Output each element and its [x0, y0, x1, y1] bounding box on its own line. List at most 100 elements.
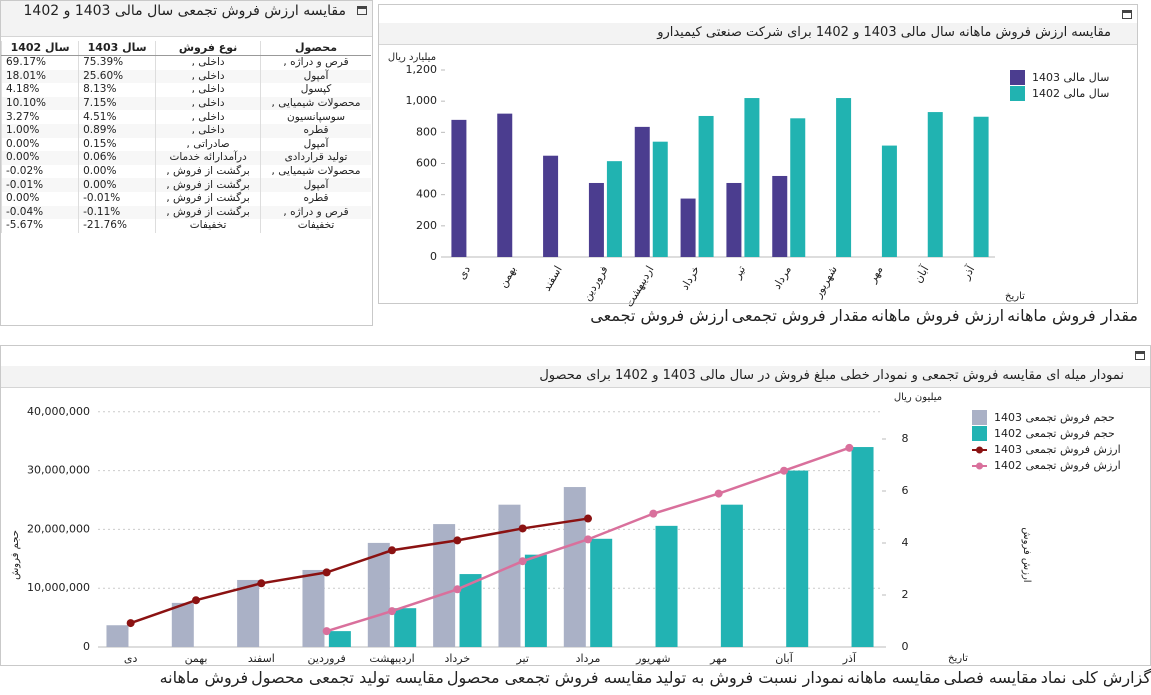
table-cell: تخفیفات — [155, 219, 261, 233]
table-cell: -0.01% — [78, 191, 156, 206]
table-cell: آمپول — [260, 137, 371, 152]
tab[interactable]: گزارش کلی نماد — [1041, 668, 1151, 693]
table-row: تولید قراردادی درآمدارائه خدمات 0.06% 0.00% — [0, 151, 371, 165]
tab-label: مقدار فروش تجمعی — [731, 306, 868, 325]
table-cell: برگشت از فروش , — [155, 191, 261, 206]
table-cell: کپسول — [260, 83, 371, 97]
table-cell: برگشت از فروش , — [155, 164, 261, 179]
table-cell: 25.60% — [78, 69, 156, 84]
tab-label: نمودار نسبت فروش به تولید — [655, 668, 844, 687]
column-header: سال 1403 — [78, 41, 156, 56]
table-cell: تولید قراردادی — [260, 151, 371, 165]
tab-label: مقایسه تولید تجمعی محصول — [251, 668, 444, 687]
tab[interactable]: مقایسه فروش تجمعی محصول — [447, 668, 653, 693]
table-cell: قرص و دراژه , — [260, 205, 371, 220]
table-cell: داخلی , — [155, 83, 261, 97]
maximize-button[interactable] — [357, 6, 367, 15]
table-cell: قطره — [260, 123, 371, 138]
table-cell: محصولات شیمیایی , — [260, 96, 371, 111]
tab-label: گزارش کلی نماد — [1040, 668, 1151, 687]
tab-bar: مقدار فروش ماهانه ارزش فروش ماهانه مقدار ف… — [378, 306, 1138, 332]
table-cell: درآمدارائه خدمات — [155, 151, 261, 165]
tab[interactable]: ارزش فروش ماهانه — [871, 306, 1004, 332]
table-row: آمپول صادراتی , 0.15% 0.00% — [0, 137, 371, 152]
table-cell: -0.02% — [0, 164, 79, 179]
table-cell: داخلی , — [155, 123, 261, 138]
table-row: قرص و دراژه , برگشت از فروش , -0.11% -0.04% — [0, 205, 371, 220]
table-row: محصولات شیمیایی , برگشت از فروش , 0.00% -0.… — [0, 164, 371, 179]
table-cell: 18.01% — [0, 69, 79, 84]
column-header: محصول — [260, 41, 371, 56]
table-cell: آمپول — [260, 69, 371, 84]
table-row: کپسول داخلی , 8.13% 4.18% — [0, 83, 371, 97]
tab-label: مقایسه فصلی — [943, 668, 1038, 687]
table-cell: 0.00% — [78, 164, 156, 179]
table-cell: 4.18% — [0, 83, 79, 97]
table-cell: 3.27% — [0, 110, 79, 124]
table-row: قرص و دراژه , داخلی , 75.39% 69.17% — [0, 55, 371, 70]
monthly-panel: مقایسه ارزش فروش ماهانه سال مالی 1403 و … — [378, 4, 1138, 304]
table-cell: 1.00% — [0, 123, 79, 138]
table-cell: داخلی , — [155, 96, 261, 111]
tab[interactable]: فروش ماهانه — [160, 668, 249, 693]
table-cell: 7.15% — [78, 96, 156, 111]
table-cell: 0.89% — [78, 123, 156, 138]
table-cell: صادراتی , — [155, 137, 261, 152]
panel-title: مقایسه ارزش فروش تجمعی سال مالی 1403 و 1… — [1, 1, 372, 37]
table-cell: 0.00% — [0, 137, 79, 152]
tab[interactable]: ارزش فروش تجمعی — [590, 306, 728, 332]
tab-label: ارزش فروش ماهانه — [870, 306, 1005, 325]
maximize-button[interactable] — [1135, 351, 1145, 360]
table-row: تخفیفات تخفیفات -21.76% -5.67% — [0, 219, 371, 233]
tab-label: مقایسه ماهانه — [846, 668, 941, 687]
table-cell: برگشت از فروش , — [155, 178, 261, 192]
table-cell: 0.06% — [78, 151, 156, 165]
table-row: قطره برگشت از فروش , -0.01% 0.00% — [0, 191, 371, 206]
table-cell: قطره — [260, 191, 371, 206]
table-cell: سوسپانسیون — [260, 110, 371, 124]
table-cell: 0.00% — [0, 191, 79, 206]
table-cell: برگشت از فروش , — [155, 205, 261, 220]
tab-bar: گزارش کلی نماد مقایسه فصلی مقایسه ماهانه نم… — [0, 668, 1151, 693]
table-cell: 10.10% — [0, 96, 79, 111]
table-cell: قرص و دراژه , — [260, 55, 371, 70]
tab[interactable]: مقایسه تولید تجمعی محصول — [251, 668, 444, 693]
tab[interactable]: مقایسه ماهانه — [847, 668, 941, 693]
cumulative-panel: نمودار میله ای مقایسه فروش تجمعی و نمودا… — [0, 345, 1151, 666]
tab-label: ارزش فروش تجمعی — [590, 306, 729, 325]
maximize-button[interactable] — [1122, 10, 1132, 19]
tab[interactable]: نمودار نسبت فروش به تولید — [655, 668, 843, 693]
table-cell: 0.15% — [78, 137, 156, 152]
tab[interactable]: مقدار فروش ماهانه — [1007, 306, 1138, 332]
tab[interactable]: مقایسه فصلی — [944, 668, 1038, 693]
table-cell: -0.01% — [0, 178, 79, 192]
table-cell: -0.04% — [0, 205, 79, 220]
share-table: محصول نوع فروش سال 1403 سال 1402 قرص و دراژه… — [0, 41, 371, 233]
column-header: سال 1402 — [0, 41, 79, 56]
table-cell: داخلی , — [155, 110, 261, 124]
table-cell: آمپول — [260, 178, 371, 192]
table-cell: 0.00% — [0, 151, 79, 165]
table-cell: محصولات شیمیایی , — [260, 164, 371, 179]
panel-title: نمودار میله ای مقایسه فروش تجمعی و نمودا… — [1, 366, 1150, 388]
table-cell: 75.39% — [78, 55, 156, 70]
table-cell: -21.76% — [78, 219, 156, 233]
table-cell: داخلی , — [155, 69, 261, 84]
table-row: محصولات شیمیایی , داخلی , 7.15% 10.10% — [0, 96, 371, 111]
table-cell: -0.11% — [78, 205, 156, 220]
tab-label: مقایسه فروش تجمعی محصول — [446, 668, 653, 687]
table-cell: داخلی , — [155, 55, 261, 70]
table-cell: تخفیفات — [260, 219, 371, 233]
table-cell: 69.17% — [0, 55, 79, 70]
tab[interactable]: مقدار فروش تجمعی — [732, 306, 868, 332]
table-cell: 4.51% — [78, 110, 156, 124]
table-row: آمپول داخلی , 25.60% 18.01% — [0, 69, 371, 84]
table-row: سوسپانسیون داخلی , 4.51% 3.27% — [0, 110, 371, 124]
table-row: آمپول برگشت از فروش , 0.00% -0.01% — [0, 178, 371, 192]
panel-title: مقایسه ارزش فروش ماهانه سال مالی 1403 و … — [379, 23, 1137, 45]
column-header: نوع فروش — [155, 41, 261, 56]
tab-label: فروش ماهانه — [159, 668, 249, 687]
tab-label: مقدار فروش ماهانه — [1007, 306, 1138, 325]
table-cell: -5.67% — [0, 219, 79, 233]
